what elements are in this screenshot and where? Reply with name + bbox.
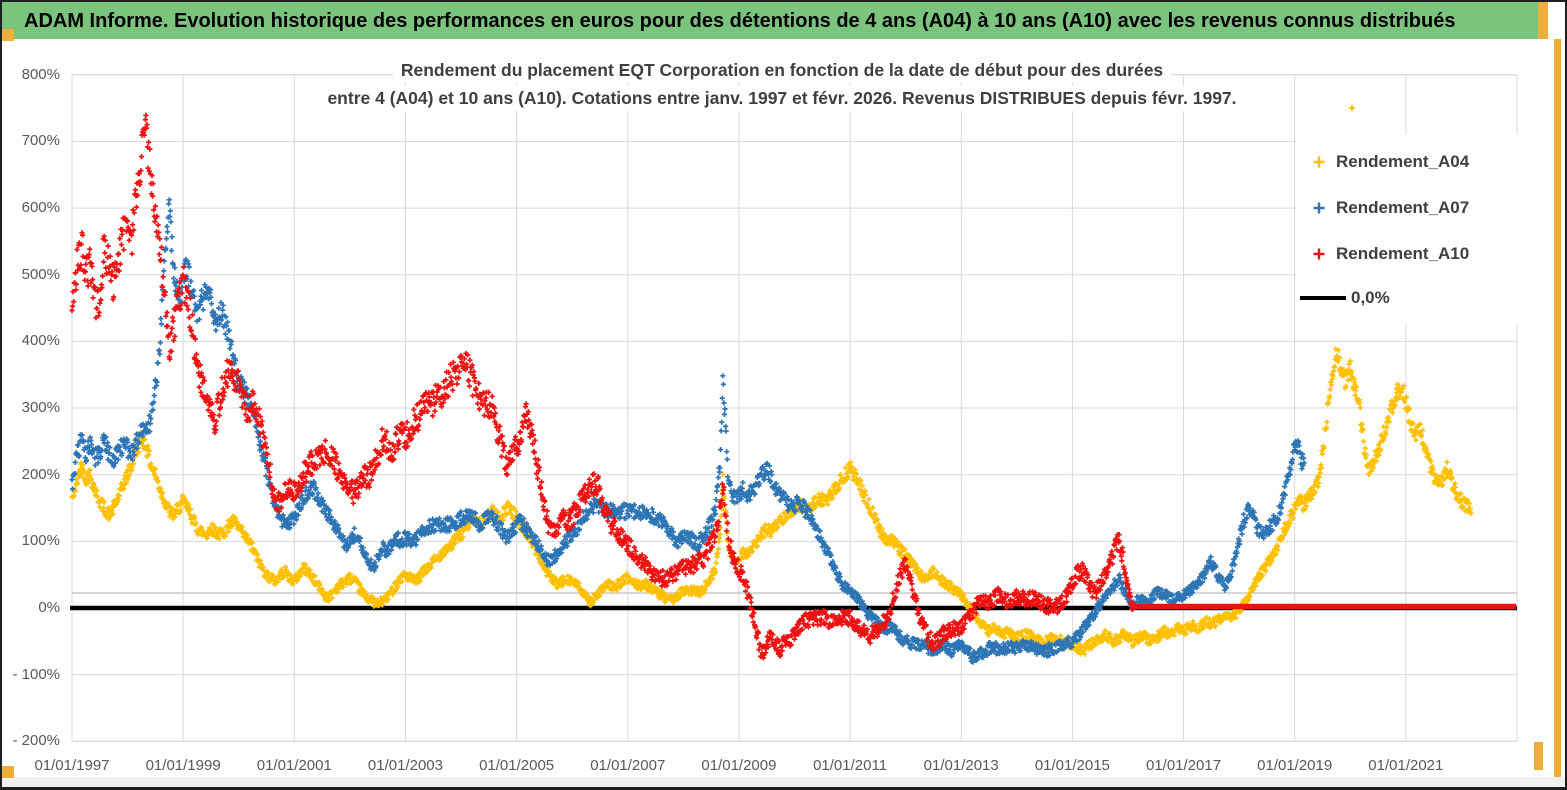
x-tick-label: 01/01/2003 bbox=[367, 757, 443, 774]
scatter-series-rendement_a10 bbox=[69, 112, 1137, 661]
zero-line-sample-icon bbox=[1300, 296, 1346, 300]
bottom-strip bbox=[2, 777, 1565, 787]
chart-title-line2-wrap: entre 4 (A04) et 10 ans (A10). Cotations… bbox=[172, 86, 1392, 111]
legend-label: 0,0% bbox=[1351, 288, 1390, 307]
y-tick-label: 800% bbox=[21, 65, 60, 83]
y-tick-label: 500% bbox=[21, 265, 60, 283]
banner-title: ADAM Informe. Evolution historique des p… bbox=[2, 2, 1538, 39]
y-tick-label: - 100% bbox=[12, 665, 60, 683]
y-tick-label: 400% bbox=[21, 332, 60, 350]
gold-frame-banner-end bbox=[1538, 2, 1548, 39]
x-tick-label: 01/01/2001 bbox=[256, 757, 332, 774]
plus-marker-icon bbox=[1313, 156, 1325, 168]
y-tick-label: - 200% bbox=[12, 732, 60, 750]
plus-marker-icon bbox=[1313, 202, 1325, 214]
legend-item-rendement-a10: Rendement_A10 bbox=[1296, 231, 1548, 277]
y-tick-label: 200% bbox=[21, 465, 60, 483]
x-tick-label: 01/01/2013 bbox=[923, 757, 999, 774]
y-tick-label: 300% bbox=[21, 399, 60, 417]
chart-title-line1: Rendement du placement EQT Corporation e… bbox=[392, 58, 1172, 83]
chart-title-line1-wrap: Rendement du placement EQT Corporation e… bbox=[172, 58, 1392, 83]
x-tick-label: 01/01/2009 bbox=[701, 757, 777, 774]
x-tick-label: 01/01/2015 bbox=[1034, 757, 1110, 774]
legend-item-0-0-: 0,0% bbox=[1296, 277, 1548, 319]
outlier-point bbox=[1348, 104, 1356, 112]
x-tick-label: 01/01/1999 bbox=[145, 757, 221, 774]
gold-frame-handle-bottom-right bbox=[1534, 742, 1543, 770]
gold-frame-handle-bottom-left bbox=[2, 766, 14, 778]
legend-label: Rendement_A04 bbox=[1336, 152, 1470, 171]
y-tick-label: 100% bbox=[21, 532, 60, 550]
legend-label: Rendement_A07 bbox=[1336, 198, 1470, 217]
legend: Rendement_A04 Rendement_A07 Rendement_A10 0… bbox=[1296, 134, 1548, 324]
gold-frame-right-strip bbox=[1554, 39, 1561, 777]
plus-marker-icon bbox=[1313, 248, 1325, 260]
y-tick-label: 700% bbox=[21, 132, 60, 150]
x-tick-label: 01/01/2011 bbox=[813, 757, 888, 774]
y-tick-label: 600% bbox=[21, 199, 60, 217]
x-tick-label: 01/01/1997 bbox=[34, 757, 110, 774]
x-tick-label: 01/01/2005 bbox=[479, 757, 555, 774]
x-tick-label: 01/01/2017 bbox=[1145, 757, 1222, 774]
legend-item-rendement-a04: Rendement_A04 bbox=[1296, 139, 1548, 185]
x-tick-label: 01/01/2007 bbox=[590, 757, 666, 774]
chart-title-line2: entre 4 (A04) et 10 ans (A10). Cotations… bbox=[319, 86, 1245, 111]
x-tick-label: 01/01/2021 bbox=[1368, 757, 1444, 774]
legend-item-rendement-a07: Rendement_A07 bbox=[1296, 185, 1548, 231]
y-tick-label: 0% bbox=[38, 599, 60, 616]
legend-label: Rendement_A10 bbox=[1336, 244, 1470, 263]
x-tick-label: 01/01/2019 bbox=[1257, 757, 1333, 774]
scatter-series-rendement_a07 bbox=[69, 197, 1307, 665]
gold-frame-handle-top-left bbox=[2, 29, 14, 41]
